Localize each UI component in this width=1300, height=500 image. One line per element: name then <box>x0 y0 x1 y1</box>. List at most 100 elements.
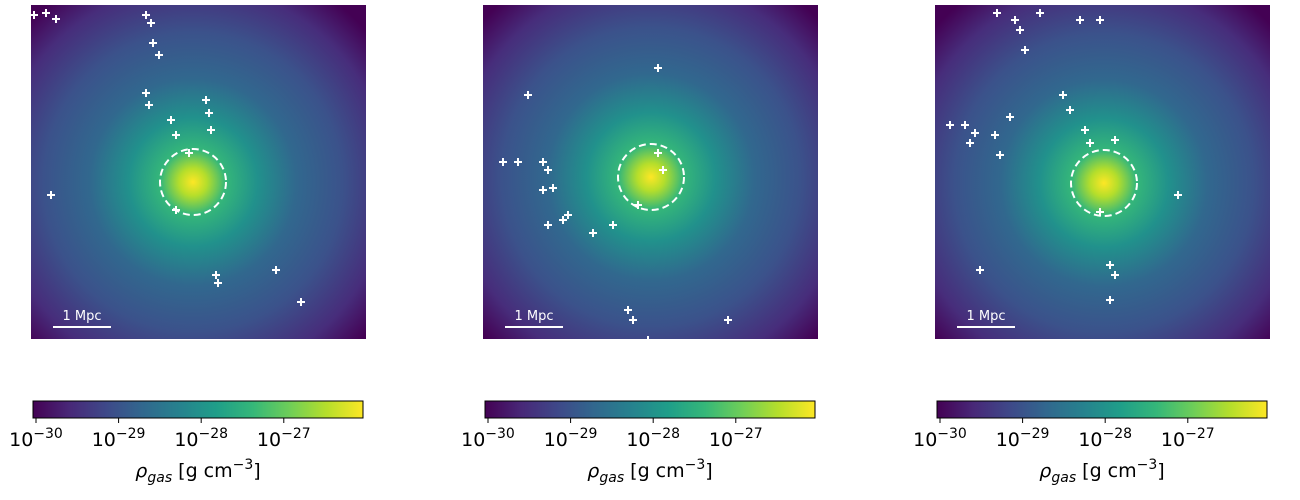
halo-marker <box>1174 191 1182 199</box>
tick-base: 10 <box>996 429 1020 451</box>
tick-exponent: −29 <box>568 426 598 442</box>
halo-marker <box>52 15 60 23</box>
halo-marker <box>514 158 522 166</box>
halo-marker <box>172 206 180 214</box>
symbol: ρ <box>587 460 599 482</box>
unit: [g cm <box>1076 460 1137 482</box>
halo-marker <box>971 129 979 137</box>
density-map <box>483 5 818 339</box>
halo-marker <box>991 131 999 139</box>
halo-marker <box>654 149 662 157</box>
halo-marker <box>499 158 507 166</box>
halo-marker <box>1111 271 1119 279</box>
tick-base: 10 <box>1078 429 1102 451</box>
colorbar-gradient <box>936 400 1268 419</box>
colorbar-tick-label: 10−29 <box>544 426 598 451</box>
colorbar-tick-label: 10−30 <box>9 426 63 451</box>
tick-base: 10 <box>709 429 733 451</box>
halo-marker <box>1106 296 1114 304</box>
tick-exponent: −28 <box>1103 426 1133 442</box>
colorbar-label: ρgas [g cm−3] <box>135 457 260 486</box>
map-panel: 1 Mpc <box>935 5 1270 339</box>
halo-marker <box>1011 16 1019 24</box>
halo-marker <box>205 109 213 117</box>
colorbar-tick-label: 10−27 <box>1161 426 1215 451</box>
halo-marker <box>147 19 155 27</box>
colorbar-tick-label: 10−28 <box>626 426 680 451</box>
tick-exponent: −27 <box>1185 426 1215 442</box>
halo-marker <box>167 116 175 124</box>
halo-marker <box>212 271 220 279</box>
colorbar-gradient <box>32 400 364 419</box>
scale-bar-label: 1 Mpc <box>514 309 553 324</box>
tick-base: 10 <box>257 429 281 451</box>
halo-marker <box>214 279 222 287</box>
tick-base: 10 <box>92 429 116 451</box>
halo-marker <box>993 9 1001 17</box>
colorbar-gradient <box>484 400 816 419</box>
colorbar-label: ρgas [g cm−3] <box>1039 457 1164 486</box>
halo-marker <box>155 51 163 59</box>
tick-exponent: −28 <box>199 426 229 442</box>
halo-marker <box>1016 26 1024 34</box>
colorbar-label: ρgas [g cm−3] <box>587 457 712 486</box>
halo-marker <box>1081 126 1089 134</box>
symbol: ρ <box>1039 460 1051 482</box>
subscript: gas <box>147 470 172 486</box>
tick-exponent: −29 <box>116 426 146 442</box>
halo-marker <box>142 89 150 97</box>
halo-marker <box>659 166 667 174</box>
tick-exponent: −27 <box>733 426 763 442</box>
unit-close: ] <box>1157 460 1164 482</box>
halo-marker <box>1096 208 1104 216</box>
unit-exponent: −3 <box>233 457 254 473</box>
halo-marker <box>524 91 532 99</box>
tick-exponent: −27 <box>281 426 311 442</box>
halo-marker <box>42 9 50 17</box>
tick-exponent: −30 <box>937 426 967 442</box>
map-panel: 1 Mpc <box>483 5 818 344</box>
tick-exponent: −29 <box>1020 426 1050 442</box>
halo-marker <box>544 221 552 229</box>
halo-marker <box>145 101 153 109</box>
map-panel: 1 Mpc <box>30 5 366 339</box>
halo-marker <box>202 96 210 104</box>
halo-marker <box>1006 113 1014 121</box>
colorbar-tick-label: 10−30 <box>461 426 515 451</box>
unit: [g cm <box>624 460 685 482</box>
halo-marker <box>1036 9 1044 17</box>
density-map <box>935 5 1270 339</box>
halo-marker <box>185 149 193 157</box>
tick-exponent: −30 <box>485 426 515 442</box>
halo-marker <box>149 39 157 47</box>
subscript: gas <box>1051 470 1076 486</box>
halo-marker <box>544 166 552 174</box>
colorbar-tick-label: 10−28 <box>174 426 228 451</box>
halo-marker <box>142 11 150 19</box>
halo-marker <box>724 316 732 324</box>
halo-marker <box>1066 106 1074 114</box>
halo-marker <box>1076 16 1084 24</box>
tick-exponent: −28 <box>651 426 681 442</box>
halo-marker <box>539 186 547 194</box>
virial-radius <box>159 148 227 216</box>
colorbar-tick-label: 10−30 <box>913 426 967 451</box>
halo-marker <box>172 131 180 139</box>
halo-marker <box>634 201 642 209</box>
tick-base: 10 <box>626 429 650 451</box>
halo-marker <box>1106 261 1114 269</box>
tick-exponent: −30 <box>33 426 63 442</box>
halo-marker <box>1021 46 1029 54</box>
tick-base: 10 <box>174 429 198 451</box>
halo-marker <box>1086 139 1094 147</box>
halo-marker <box>30 11 38 19</box>
subscript: gas <box>599 470 624 486</box>
symbol: ρ <box>135 460 147 482</box>
halo-marker <box>272 266 280 274</box>
unit-exponent: −3 <box>1137 457 1158 473</box>
halo-marker <box>47 191 55 199</box>
